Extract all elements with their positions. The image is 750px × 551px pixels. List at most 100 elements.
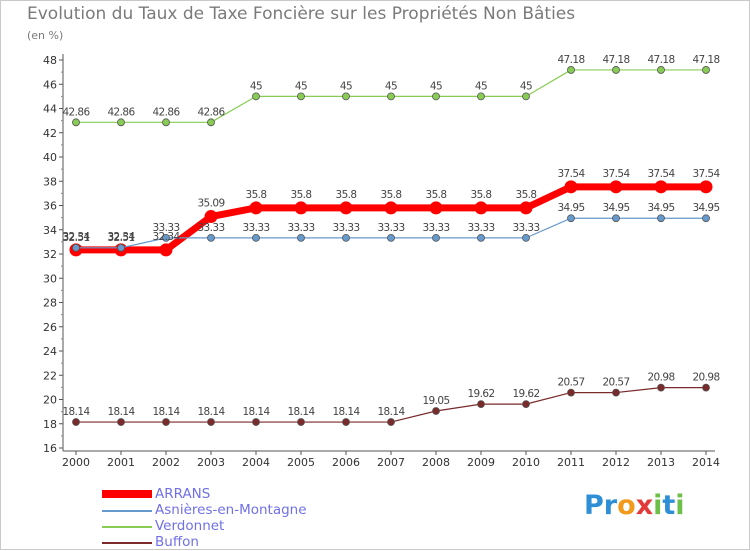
data-point: [297, 418, 305, 426]
data-point: [522, 92, 530, 101]
data-label: 35.8: [246, 189, 267, 201]
data-point: [477, 400, 485, 409]
data-label: 42.86: [62, 106, 90, 118]
data-point: [474, 201, 488, 215]
data-label: 47.18: [557, 54, 584, 66]
data-label: 20.57: [602, 377, 629, 389]
x-tick-label: 2006: [332, 456, 360, 469]
data-point: [432, 233, 440, 242]
data-label: 45: [340, 80, 352, 92]
data-label: 33.33: [332, 222, 359, 234]
unit-label: (en %): [27, 29, 64, 42]
x-tick-label: 2012: [602, 456, 630, 469]
data-point: [522, 400, 530, 409]
data-point: [159, 243, 173, 257]
data-label: 34.95: [692, 202, 719, 214]
x-tick-label: 2003: [197, 456, 225, 469]
data-label: 35.8: [381, 189, 402, 201]
data-point: [249, 201, 263, 215]
y-tick-label: 40: [43, 151, 57, 164]
legend-swatch-asnieres: [102, 510, 152, 512]
data-label: 32.34: [107, 231, 135, 243]
data-label: 37.54: [692, 168, 720, 180]
legend-swatch-buffon: [102, 542, 152, 544]
data-point: [477, 233, 485, 242]
data-point: [252, 418, 260, 426]
data-label: 18.14: [197, 406, 225, 418]
data-label: 34.95: [557, 202, 584, 214]
data-label: 33.33: [242, 222, 269, 234]
y-tick-label: 30: [43, 272, 57, 285]
data-point: [162, 418, 170, 426]
y-tick-label: 36: [43, 200, 57, 213]
data-label: 18.14: [377, 406, 405, 418]
y-tick-label: 26: [43, 321, 57, 334]
x-tick-label: 2011: [557, 456, 585, 469]
data-label: 42.86: [197, 106, 225, 118]
data-point: [384, 201, 398, 215]
data-label: 45: [520, 80, 532, 92]
data-label: 33.33: [152, 222, 179, 234]
data-point: [522, 233, 530, 242]
y-tick-label: 22: [43, 369, 57, 382]
data-label: 18.14: [332, 406, 360, 418]
data-point: [612, 66, 620, 74]
data-label: 37.54: [557, 168, 585, 180]
data-point: [297, 92, 305, 101]
y-tick-label: 46: [43, 78, 57, 91]
data-label: 45: [295, 80, 307, 92]
data-point: [72, 118, 80, 127]
x-tick-label: 2002: [152, 456, 180, 469]
data-point: [432, 92, 440, 101]
data-label: 33.33: [377, 222, 404, 234]
data-label: 18.14: [62, 406, 90, 418]
data-point: [519, 201, 533, 215]
legend-label-asnieres: Asnières-en-Montagne: [155, 502, 307, 518]
data-label: 35.8: [336, 189, 357, 201]
data-point: [207, 418, 215, 426]
data-label: 20.98: [692, 372, 719, 384]
data-point: [207, 118, 215, 127]
y-tick-label: 44: [43, 103, 57, 116]
data-label: 37.54: [602, 168, 630, 180]
data-point: [564, 180, 578, 194]
chart-title: Evolution du Taux de Taxe Foncière sur l…: [27, 4, 576, 24]
series-layer: [69, 66, 713, 426]
data-point: [117, 418, 125, 426]
data-point: [207, 233, 215, 242]
data-label: 34.95: [602, 202, 629, 214]
y-tick-label: 18: [43, 418, 57, 431]
data-label: 47.18: [692, 54, 719, 66]
data-label: 37.54: [647, 168, 675, 180]
data-point: [567, 66, 575, 74]
data-label: 47.18: [647, 54, 674, 66]
data-point: [204, 210, 218, 224]
data-point: [702, 66, 710, 74]
data-point: [72, 243, 80, 252]
data-point: [297, 233, 305, 242]
data-point: [567, 388, 575, 397]
data-label: 32.34: [62, 231, 90, 243]
data-point: [567, 214, 575, 223]
data-label: 20.57: [557, 377, 584, 389]
y-tick-label: 32: [43, 248, 57, 261]
data-point: [342, 233, 350, 242]
data-label: 33.33: [287, 222, 314, 234]
axes: 16 18 20 22 24 26 28 30 32 34 36 38 40 42 44 46 48 2000 20…: [43, 54, 720, 469]
y-tick-label: 34: [43, 224, 57, 237]
x-tick-label: 2008: [422, 456, 450, 469]
data-label: 33.33: [512, 222, 539, 234]
data-label: 42.86: [107, 106, 135, 118]
legend-label-buffon: Buffon: [155, 534, 199, 550]
y-tick-label: 20: [43, 394, 57, 407]
data-label: 45: [430, 80, 442, 92]
data-point: [72, 418, 80, 426]
y-tick-label: 16: [43, 442, 57, 455]
data-label: 19.62: [467, 388, 494, 400]
data-labels: 32.34 32.34 32.34 35.09 35.8 35.8 35.8 35.8 35.8…: [62, 54, 721, 418]
data-point: [702, 383, 710, 392]
y-tick-label: 24: [43, 345, 57, 358]
x-tick-label: 2014: [692, 456, 720, 469]
x-tick-label: 2001: [107, 456, 135, 469]
x-tick-label: 2013: [647, 456, 675, 469]
